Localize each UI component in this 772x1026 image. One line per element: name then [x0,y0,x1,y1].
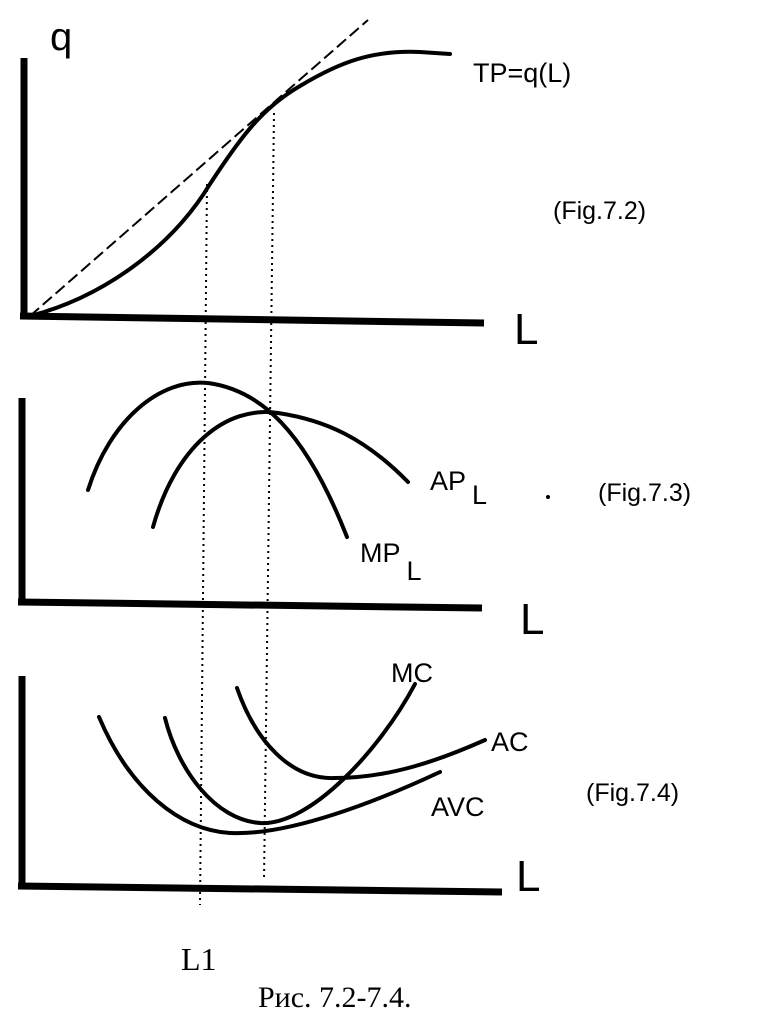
figure-caption: Рис. 7.2-7.4. [258,981,412,1014]
total-product-curve [28,49,452,318]
x-axis-label-middle: L [520,595,544,644]
guide-line-l1 [199,183,208,906]
ap-curve-label: AP L [430,466,487,510]
average-product-curve [151,410,410,529]
marginal-product-curve [86,380,349,539]
avc-curve-label: AVC [431,792,485,822]
guide-line-right [263,112,275,881]
y-axis-label-q: q [50,15,72,59]
x-axis-label-bottom: L [516,852,540,901]
ray-from-origin [29,19,369,317]
figure-label-7-3: (Fig.7.3) [598,479,691,507]
panel-average-marginal-product: L AP L MPL (Fig.7.3) [17,380,691,644]
figure-label-7-2: (Fig.7.2) [553,197,646,225]
tp-curve-label: TP=q(L) [473,58,571,88]
mc-curve [163,682,417,826]
l1-label: L1 [181,941,217,977]
figure-label-7-4: (Fig.7.4) [586,779,679,807]
x-axis-top [19,312,485,327]
panel-total-product: q L TP=q(L) (Fig.7.2) [19,15,646,354]
mc-curve-label: MC [391,658,433,688]
mp-curve-label: MPL [360,538,422,586]
ac-curve-label: AC [491,727,529,757]
x-axis-middle [17,598,483,612]
x-axis-bottom [17,882,503,896]
stray-dot [546,495,550,499]
x-axis-label-top: L [514,305,538,354]
avc-curve [97,715,442,836]
panel-costs: L MC AC AVC (Fig.7.4) [17,658,679,901]
ac-curve [235,686,487,781]
